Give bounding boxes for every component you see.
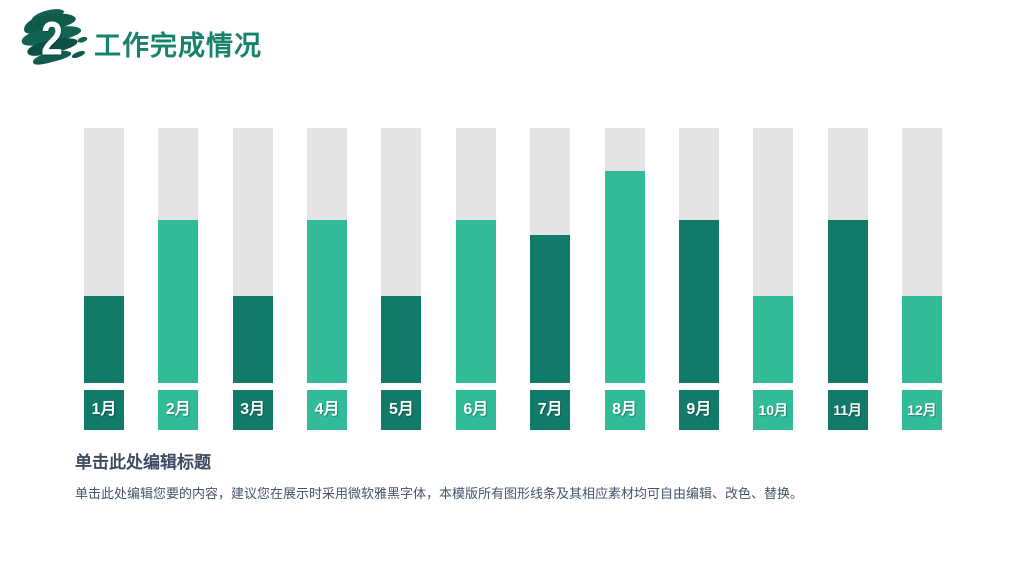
bar-month-label: 11月 (827, 390, 868, 430)
brush-stroke-icon (21, 9, 88, 65)
monthly-bar-chart: 1月 2月 3月 4月 5月 6月 7月 8月 9月 10月 11月 12月 (84, 128, 942, 430)
bar-track (455, 128, 496, 383)
bar-track (827, 128, 868, 383)
bar-track (158, 128, 199, 383)
bar-month-label: 9月 (678, 390, 719, 430)
bar-month-label: 6月 (455, 390, 496, 430)
bar-column: 7月 (530, 128, 571, 430)
bar-track (901, 128, 942, 383)
bar-column: 12月 (901, 128, 942, 430)
bar-fill (455, 219, 496, 383)
bar-column: 11月 (827, 128, 868, 430)
bar-column: 8月 (604, 128, 645, 430)
bar-column: 3月 (232, 128, 273, 430)
bar-month-label: 5月 (381, 390, 422, 430)
bar-column: 4月 (307, 128, 348, 430)
bar-column: 5月 (381, 128, 422, 430)
bar-month-label: 1月 (84, 390, 124, 430)
bar-column: 9月 (678, 128, 719, 430)
bar-track (84, 128, 124, 383)
caption-heading: 单击此处编辑标题 (75, 453, 211, 472)
bar-fill (530, 235, 571, 383)
bar-fill (158, 219, 199, 383)
bar-column: 2月 (158, 128, 199, 430)
bar-column: 10月 (753, 128, 794, 430)
bar-track (678, 128, 719, 383)
bar-track (530, 128, 571, 383)
bar-fill (678, 219, 719, 383)
bar-fill (381, 296, 422, 383)
bar-fill (307, 219, 348, 383)
bar-month-label: 8月 (604, 390, 645, 430)
section-number: 2 (41, 11, 63, 65)
caption-body: 单击此处编辑您要的内容，建议您在展示时采用微软雅黑字体，本模版所有图形线条及其相… (75, 486, 804, 501)
section-badge: 2 (14, 4, 90, 74)
bar-fill (604, 171, 645, 383)
bar-track (232, 128, 273, 383)
bar-column: 6月 (455, 128, 496, 430)
bar-month-label: 4月 (307, 390, 348, 430)
bar-month-label: 12月 (901, 390, 942, 430)
slide-title: 工作完成情况 (94, 30, 262, 61)
bar-fill (827, 219, 868, 383)
bar-fill (232, 296, 273, 383)
bar-fill (84, 296, 124, 383)
bar-month-label: 3月 (232, 390, 273, 430)
bar-column: 1月 (84, 128, 124, 430)
bar-track (381, 128, 422, 383)
bar-month-label: 2月 (158, 390, 199, 430)
bar-track (753, 128, 794, 383)
bar-month-label: 7月 (530, 390, 571, 430)
bar-track (604, 128, 645, 383)
slide-header: 2 工作完成情况 (14, 4, 262, 74)
bar-fill (901, 296, 942, 383)
bar-fill (753, 296, 794, 383)
bar-track (307, 128, 348, 383)
caption-block: 单击此处编辑标题 单击此处编辑您要的内容，建议您在展示时采用微软雅黑字体，本模版… (75, 448, 975, 503)
bar-month-label: 10月 (753, 390, 794, 430)
